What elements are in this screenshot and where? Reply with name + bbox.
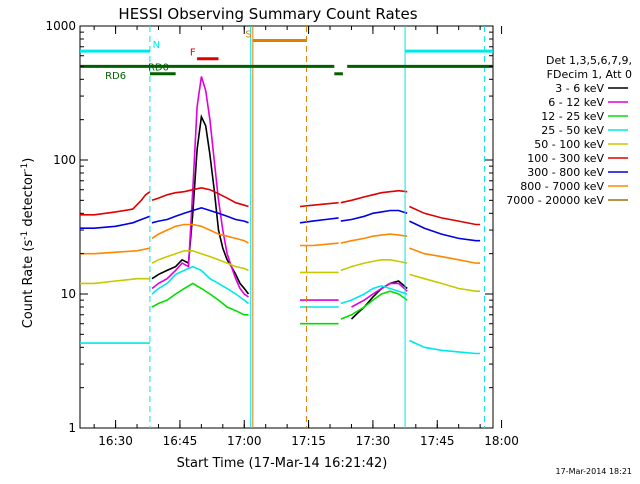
series-line [340, 258, 408, 272]
y-axis-label: Count Rate (s-1 detector-1) [20, 158, 36, 329]
series-6-12-kev [151, 76, 408, 308]
x-tick-label: 16:45 [163, 434, 198, 448]
legend-label: 100 - 300 keV [527, 152, 604, 165]
flag-label: S [245, 29, 251, 40]
flag-label: RD0 [148, 62, 169, 73]
series-line [151, 76, 249, 298]
series-line [80, 191, 151, 216]
series-line [351, 282, 408, 308]
legend-label: 7000 - 20000 keV [506, 194, 604, 207]
legend-header: FDecim 1, Att 0 [547, 68, 632, 81]
series-line [151, 186, 249, 208]
series-line [340, 209, 408, 222]
legend-label: 800 - 7000 keV [520, 180, 604, 193]
series-12-25-kev [151, 282, 408, 325]
series-line [151, 250, 249, 272]
x-tick-label: 17:45 [420, 434, 455, 448]
series-line [151, 265, 250, 305]
series-line [299, 217, 339, 224]
flag-label: RD6 [105, 71, 126, 82]
series-25-50-kev [80, 265, 481, 355]
legend-label: 300 - 800 keV [527, 166, 604, 179]
series-line [80, 215, 151, 229]
x-tick-label: 17:30 [356, 434, 391, 448]
series-800-7000-kev [80, 223, 481, 264]
series-3-6-kev [151, 114, 408, 320]
flag-label: F [190, 48, 196, 59]
series-line [340, 233, 408, 244]
series-line [409, 339, 481, 355]
legend-label: 50 - 100 keV [534, 138, 604, 151]
x-tick-label: 18:00 [484, 434, 519, 448]
plot-frame [79, 25, 494, 429]
series-100-300-kev [80, 186, 481, 226]
series-line [299, 201, 339, 208]
legend-label: 6 - 12 keV [548, 96, 604, 109]
chart-title: HESSI Observing Summary Count Rates [118, 5, 417, 23]
x-axis-label: Start Time (17-Mar-14 16:21:42) [177, 456, 388, 471]
series-line [409, 220, 481, 242]
x-tick-label: 17:00 [227, 434, 262, 448]
axes: 16:30 16:45 17:00 17:15 17:30 17:45 18:00 1 10 10… [45, 19, 518, 448]
series-line [151, 223, 249, 244]
legend-label: 12 - 25 keV [541, 110, 604, 123]
y-tick-label: 1000 [45, 19, 76, 33]
series-line [340, 189, 408, 204]
y-tick-label: 1 [68, 421, 76, 435]
series-line [409, 273, 481, 293]
observing-flags: N F S RD0 RD6 [80, 29, 493, 82]
y-tick-label: 10 [61, 287, 76, 301]
series-line [340, 285, 408, 305]
mode-change-lines [149, 26, 485, 428]
series-line [151, 114, 250, 295]
footer-timestamp: 17-Mar-2014 18:21 [556, 467, 633, 476]
series-line [300, 242, 339, 247]
series-line [409, 247, 481, 264]
x-tick-label: 17:15 [291, 434, 326, 448]
plot-border [79, 25, 494, 429]
legend-header: Det 1,3,5,6,7,9, [546, 54, 632, 67]
legend-label: 3 - 6 keV [555, 82, 604, 95]
legend-label: 25 - 50 keV [541, 124, 604, 137]
y-tick-label: 100 [53, 153, 76, 167]
legend: Det 1,3,5,6,7,9,FDecim 1, Att 03 - 6 keV… [506, 54, 632, 207]
series-line [350, 280, 408, 320]
series-line [151, 282, 249, 316]
series-line [340, 290, 408, 320]
flag-label: N [153, 40, 160, 51]
series-layer [80, 76, 481, 355]
series-50-100-kev [80, 250, 481, 293]
series-line [151, 206, 249, 224]
series-300-800-kev [80, 206, 481, 242]
series-line [409, 205, 481, 226]
x-tick-label: 16:30 [98, 434, 133, 448]
series-line [80, 277, 150, 285]
series-line [80, 247, 151, 255]
